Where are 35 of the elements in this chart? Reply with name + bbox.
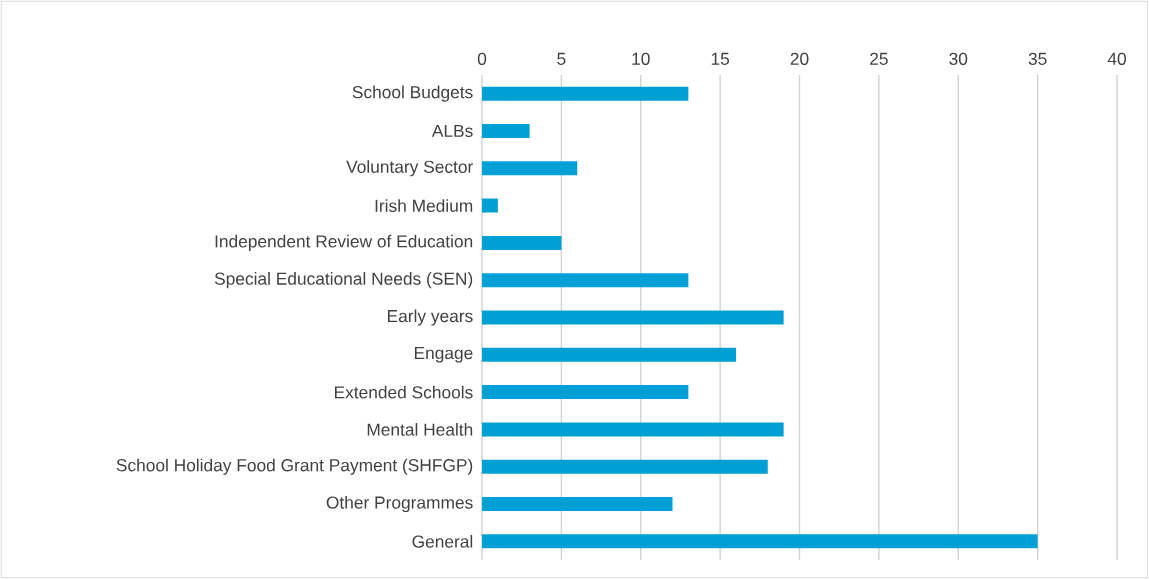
y-tick-label: Mental Health: [367, 423, 473, 436]
y-tick-label: School Budgets: [352, 85, 473, 102]
y-tick-label: Special Educational Needs (SEN): [214, 272, 473, 289]
bar: [482, 161, 578, 176]
bar: [482, 497, 673, 512]
bar: [482, 347, 736, 362]
y-tick-label: School Holiday Food Grant Payment (SHFGP): [116, 458, 473, 475]
x-tick-label: 5: [557, 52, 566, 65]
bar: [482, 534, 1038, 549]
y-tick-label: General: [412, 534, 473, 548]
bar: [482, 235, 562, 250]
bar: [482, 459, 768, 474]
bar: [482, 86, 689, 101]
x-tick-label: 25: [870, 52, 888, 65]
y-tick-label: Voluntary Sector: [346, 160, 473, 177]
x-tick-label: 20: [790, 52, 809, 65]
bar: [482, 273, 689, 288]
y-tick-label: Engage: [414, 347, 473, 363]
y-tick-label: Independent Review of Education: [215, 234, 473, 251]
bar: [482, 422, 784, 437]
bar: [482, 123, 530, 138]
y-tick-label: ALBs: [431, 124, 473, 138]
x-tick-label: 0: [477, 52, 487, 65]
y-tick-label: Irish Medium: [375, 199, 473, 212]
bar: [482, 198, 498, 213]
y-tick-label: Early years: [388, 309, 473, 326]
x-tick-label: 40: [1107, 52, 1126, 65]
y-tick-label: Other Programmes: [326, 495, 473, 513]
x-tick-label: 10: [632, 52, 650, 65]
y-tick-label: Extended Schools: [334, 385, 473, 399]
x-tick-label: 30: [949, 52, 968, 65]
x-tick-label: 35: [1028, 52, 1047, 65]
x-tick-label: 15: [711, 52, 730, 65]
bar: [482, 385, 689, 400]
bar: [482, 310, 784, 325]
